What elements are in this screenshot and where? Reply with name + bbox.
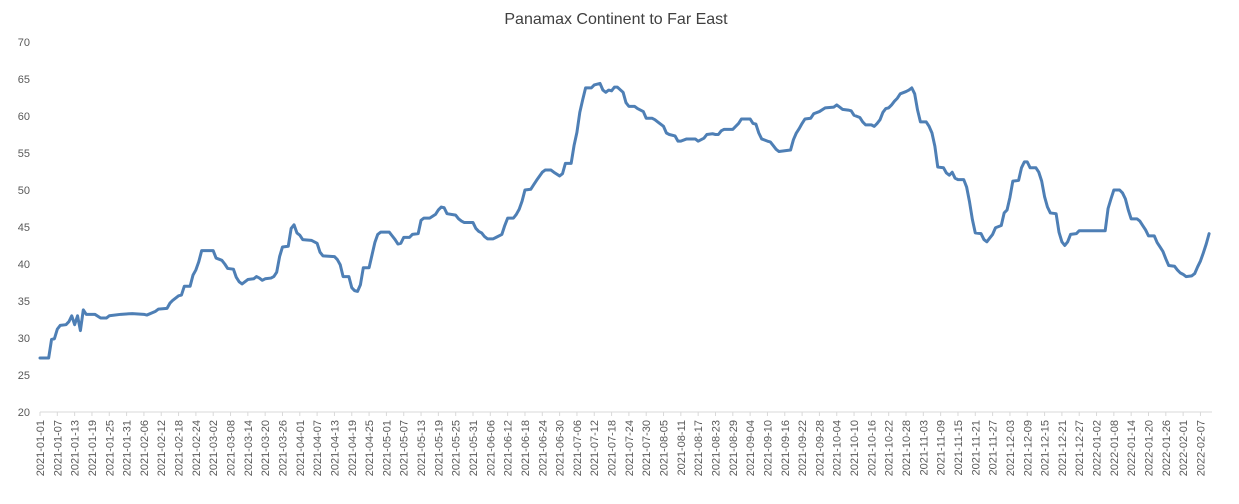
x-tick-label: 2021-09-28 <box>814 420 826 476</box>
x-tick-label: 2021-07-18 <box>607 420 619 476</box>
x-tick-label: 2021-01-07 <box>52 420 64 476</box>
x-tick-label: 2022-01-14 <box>1126 420 1138 476</box>
x-tick-label: 2021-08-17 <box>693 420 705 476</box>
y-tick-label: 70 <box>18 37 30 49</box>
x-tick-label: 2021-05-13 <box>416 420 428 476</box>
x-tick-label: 2021-07-06 <box>572 420 584 476</box>
x-tick-label: 2021-03-26 <box>277 420 289 476</box>
y-tick-label: 25 <box>18 370 30 382</box>
x-tick-label: 2021-06-30 <box>555 420 567 476</box>
x-tick-label: 2021-04-19 <box>347 420 359 476</box>
y-tick-label: 40 <box>18 259 30 271</box>
x-tick-label: 2021-11-27 <box>988 420 1000 475</box>
x-tick-label: 2021-11-03 <box>918 420 930 475</box>
x-tick-label: 2022-01-20 <box>1143 420 1155 476</box>
x-tick-label: 2021-02-12 <box>156 420 168 476</box>
x-tick-label: 2021-12-27 <box>1074 420 1086 476</box>
chart-title: Panamax Continent to Far East <box>504 11 728 28</box>
x-tick-label: 2021-12-09 <box>1022 420 1034 476</box>
x-tick-label: 2021-09-22 <box>797 420 809 476</box>
x-tick-label: 2021-10-04 <box>832 420 844 476</box>
x-tick-label: 2022-01-08 <box>1109 420 1121 476</box>
x-tick-label: 2021-09-04 <box>745 420 757 476</box>
x-tick-label: 2021-06-12 <box>503 420 515 476</box>
x-tick-label: 2021-12-15 <box>1040 420 1052 476</box>
x-tick-label: 2021-04-01 <box>295 420 307 476</box>
x-tick-label: 2021-07-12 <box>589 420 601 476</box>
x-tick-label: 2022-01-02 <box>1092 420 1104 476</box>
y-tick-label: 65 <box>18 74 30 86</box>
x-tick-label: 2021-05-01 <box>381 420 393 476</box>
y-axis: 20 25 30 35 40 45 50 55 60 65 70 <box>18 37 30 419</box>
x-axis: 2021-01-01 2021-01-07 2021-01-13 2021-01-19… <box>35 411 1212 476</box>
x-tick-label: 2021-10-16 <box>866 420 878 476</box>
x-tick-label: 2021-05-07 <box>399 420 411 476</box>
y-tick-label: 35 <box>18 296 30 308</box>
series-layer <box>38 81 1211 360</box>
x-tick-label: 2021-09-16 <box>780 420 792 476</box>
x-tick-label: 2021-01-01 <box>35 420 47 476</box>
x-tick-label: 2021-04-07 <box>312 420 324 476</box>
x-tick-label: 2021-01-19 <box>87 420 99 476</box>
x-tick-label: 2021-11-15 <box>953 420 965 475</box>
x-tick-label: 2021-10-22 <box>884 420 896 476</box>
x-tick-label: 2021-06-06 <box>485 420 497 476</box>
x-tick-label: 2021-04-25 <box>364 420 376 476</box>
x-tick-label: 2021-11-09 <box>936 420 948 475</box>
x-tick-label: 2021-03-20 <box>260 420 272 476</box>
y-tick-label: 30 <box>18 333 30 345</box>
x-tick-label: 2021-02-06 <box>139 420 151 476</box>
x-tick-label: 2021-05-25 <box>451 420 463 476</box>
x-tick-label: 2021-03-14 <box>243 420 255 476</box>
x-tick-label: 2021-02-18 <box>174 420 186 476</box>
y-tick-label: 55 <box>18 148 30 160</box>
x-tick-label: 2021-05-31 <box>468 420 480 476</box>
series-line <box>38 81 1211 360</box>
x-tick-label: 2022-01-26 <box>1161 420 1173 476</box>
y-tick-label: 60 <box>18 111 30 123</box>
x-tick-label: 2021-08-11 <box>676 420 688 475</box>
x-tick-label: 2022-02-01 <box>1178 420 1190 476</box>
x-tick-label: 2021-06-24 <box>537 420 549 476</box>
x-tick-label: 2021-01-13 <box>70 420 82 476</box>
y-tick-label: 50 <box>18 185 30 197</box>
x-tick-label: 2021-02-24 <box>191 420 203 476</box>
x-tick-label: 2021-01-25 <box>104 420 116 476</box>
x-tick-label: 2022-02-07 <box>1195 420 1207 476</box>
x-tick-label: 2021-06-18 <box>520 420 532 476</box>
x-tick-label: 2021-11-21 <box>970 420 982 475</box>
x-tick-label: 2021-05-19 <box>433 420 445 476</box>
x-tick-label: 2021-03-08 <box>226 420 238 476</box>
x-tick-label: 2021-10-10 <box>849 420 861 476</box>
y-tick-label: 45 <box>18 222 30 234</box>
x-tick-label: 2021-08-29 <box>728 420 740 476</box>
x-tick-label: 2021-10-28 <box>901 420 913 476</box>
x-tick-label: 2021-04-13 <box>329 420 341 476</box>
x-tick-label: 2021-12-03 <box>1005 420 1017 476</box>
x-tick-label: 2021-12-21 <box>1057 420 1069 476</box>
x-tick-label: 2021-03-02 <box>208 420 220 476</box>
y-tick-label: 20 <box>18 407 30 419</box>
x-tick-label: 2021-01-31 <box>122 420 134 476</box>
x-tick-label: 2021-08-05 <box>659 420 671 476</box>
x-tick-label: 2021-07-30 <box>641 420 653 476</box>
x-tick-label: 2021-08-23 <box>710 420 722 476</box>
x-tick-label: 2021-07-24 <box>624 420 636 476</box>
x-tick-label: 2021-09-10 <box>762 420 774 476</box>
